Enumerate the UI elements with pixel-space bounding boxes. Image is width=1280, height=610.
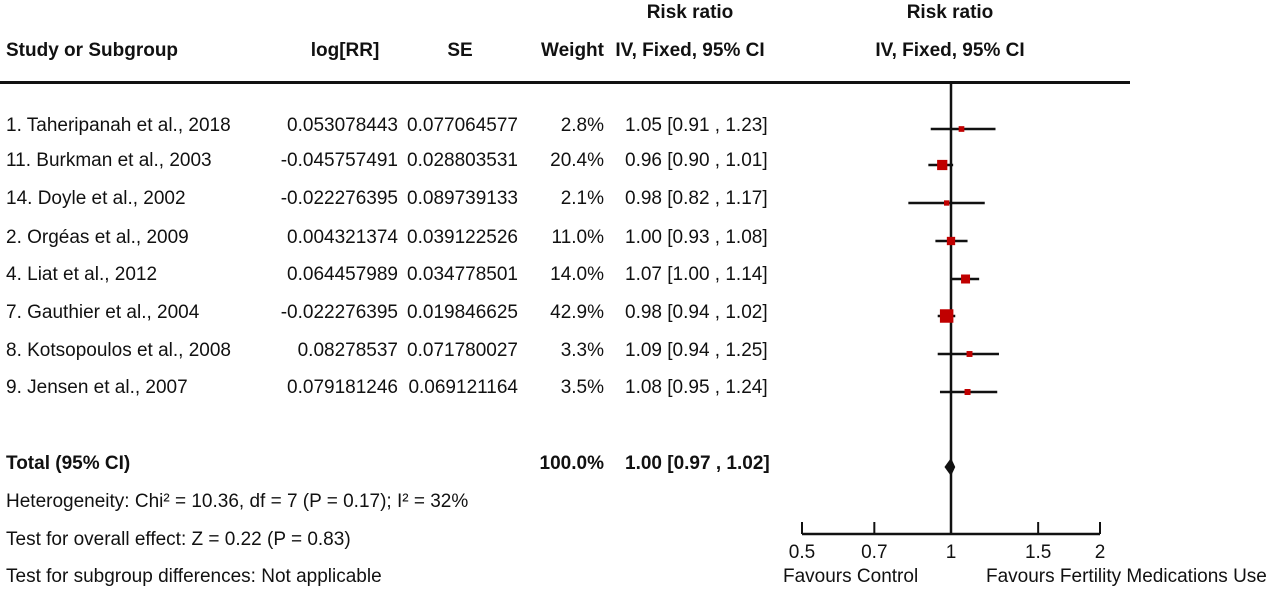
study-se: 0.039122526 [407,227,518,248]
x-tick-label: 1.5 [1025,542,1051,563]
point-estimate-square [964,389,971,395]
column-header-ci: IV, Fixed, 95% CI [615,40,765,61]
study-se: 0.089739133 [407,188,518,209]
total-label: Total (95% CI) [6,453,131,474]
column-header-study: Study or Subgroup [6,40,179,61]
study-logrr: 0.053078443 [287,115,398,136]
point-estimate-square [943,200,950,206]
study-weight: 42.9% [550,302,604,323]
study-logrr: -0.045757491 [280,150,398,171]
column-header-plot-ci: IV, Fixed, 95% CI [875,40,1025,61]
point-estimate-square [946,236,956,246]
study-name: 4. Liat et al., 2012 [6,264,158,285]
header-rule [0,81,1130,84]
risk-ratio-group-label-right: Risk ratio [906,2,994,23]
study-logrr: 0.064457989 [287,264,398,285]
study-ci: 1.05 [0.91 , 1.23] [625,115,768,136]
favours-control-label: Favours Control [783,566,919,587]
x-tick-label: 1 [946,542,957,563]
subgroup-differences-text: Test for subgroup differences: Not appli… [6,566,382,587]
study-weight: 2.1% [560,188,604,209]
point-estimate-square [966,351,973,357]
study-name: 7. Gauthier et al., 2004 [6,302,200,323]
study-se: 0.028803531 [407,150,518,171]
study-logrr: -0.022276395 [280,188,398,209]
risk-ratio-group-label-left: Risk ratio [646,2,734,23]
study-name: 8. Kotsopoulos et al., 2008 [6,340,231,361]
study-name: 11. Burkman et al., 2003 [6,150,212,171]
point-estimate-square [961,274,971,284]
study-ci: 0.96 [0.90 , 1.01] [625,150,768,171]
study-ci: 1.07 [1.00 , 1.14] [625,264,768,285]
column-header-weight: Weight [541,40,604,61]
study-ci: 1.09 [0.94 , 1.25] [625,340,768,361]
study-weight: 3.3% [560,340,604,361]
study-weight: 14.0% [550,264,604,285]
study-name: 2. Orgéas et al., 2009 [6,227,189,248]
overall-effect-text: Test for overall effect: Z = 0.22 (P = 0… [6,529,351,550]
study-logrr: 0.08278537 [297,340,398,361]
study-name: 1. Taheripanah et al., 2018 [6,115,231,136]
study-se: 0.071780027 [407,340,518,361]
x-tick-label: 0.5 [789,542,815,563]
study-weight: 2.8% [560,115,604,136]
x-tick-label: 2 [1095,542,1106,563]
study-name: 14. Doyle et al., 2002 [6,188,186,209]
point-estimate-square [937,159,948,171]
x-tick-label: 0.7 [861,542,887,563]
study-ci: 1.08 [0.95 , 1.24] [625,377,768,398]
study-ci: 0.98 [0.94 , 1.02] [625,302,768,323]
total-ci: 1.00 [0.97 , 1.02] [625,453,770,474]
study-se: 0.034778501 [407,264,518,285]
point-estimate-square [939,309,954,323]
study-logrr: -0.022276395 [280,302,398,323]
study-se: 0.069121164 [408,377,518,398]
study-se: 0.019846625 [407,302,518,323]
total-weight: 100.0% [539,453,604,474]
study-se: 0.077064577 [407,115,518,136]
column-header-se: SE [447,40,473,61]
column-header-logrr: log[RR] [310,40,380,61]
favours-fertility-label: Favours Fertility Medications Use [986,566,1267,587]
study-weight: 3.5% [560,377,604,398]
heterogeneity-text: Heterogeneity: Chi² = 10.36, df = 7 (P =… [6,491,469,512]
study-logrr: 0.004321374 [287,227,398,248]
study-name: 9. Jensen et al., 2007 [6,377,188,398]
study-weight: 20.4% [550,150,604,171]
study-weight: 11.0% [551,227,604,248]
study-logrr: 0.079181246 [287,377,398,398]
study-ci: 0.98 [0.82 , 1.17] [625,188,768,209]
pooled-diamond [944,458,956,476]
point-estimate-square [958,126,965,132]
study-ci: 1.00 [0.93 , 1.08] [625,227,768,248]
